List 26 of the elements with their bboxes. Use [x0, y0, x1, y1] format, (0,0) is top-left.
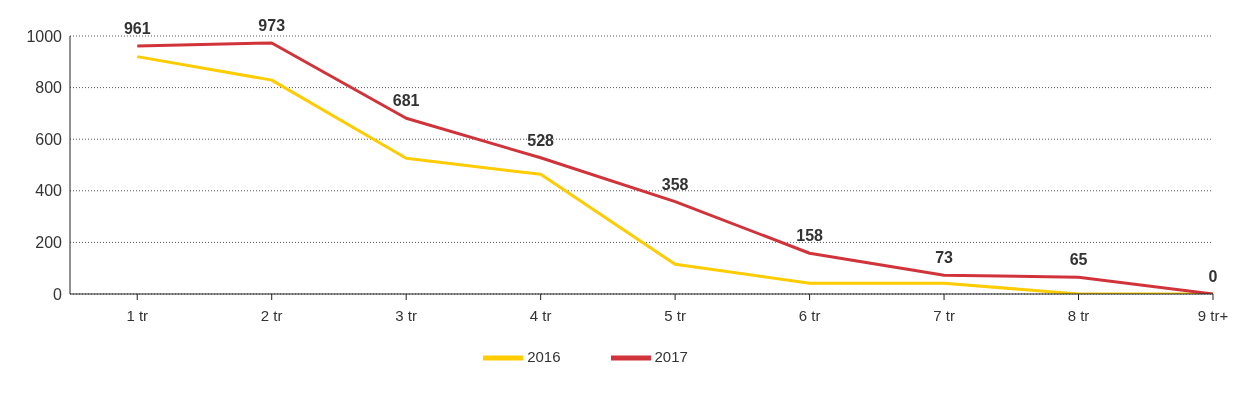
x-tick-label: 2 tr [260, 306, 283, 324]
data-label: 73 [935, 249, 954, 267]
data-label: 65 [1069, 251, 1088, 269]
data-label: 358 [661, 175, 689, 193]
data-label: 961 [123, 20, 151, 38]
y-tick-label: 400 [35, 182, 63, 200]
data-label: 528 [527, 131, 555, 149]
y-tick-label: 600 [35, 130, 63, 148]
legend-label: 2017 [654, 347, 688, 365]
legend-label: 2016 [527, 347, 561, 365]
x-tick-label: 7 tr [933, 306, 955, 324]
y-tick-label: 800 [35, 79, 63, 97]
x-tick-label: 8 tr [1067, 306, 1090, 324]
y-tick-label: 0 [53, 285, 63, 303]
x-tick-label: 6 tr [798, 306, 821, 324]
y-tick-label: 1000 [26, 27, 63, 45]
data-label: 681 [392, 92, 420, 110]
x-tick-label: 9 tr+ [1197, 306, 1229, 324]
data-label: 158 [796, 227, 824, 245]
y-tick-label: 200 [35, 234, 63, 252]
data-label: 0 [1208, 268, 1218, 285]
x-tick-label: 1 tr [126, 306, 149, 324]
x-tick-label: 5 tr [664, 306, 686, 324]
x-tick-label: 4 tr [529, 306, 552, 324]
x-tick-label: 3 tr [395, 306, 418, 324]
data-label: 973 [258, 16, 286, 34]
